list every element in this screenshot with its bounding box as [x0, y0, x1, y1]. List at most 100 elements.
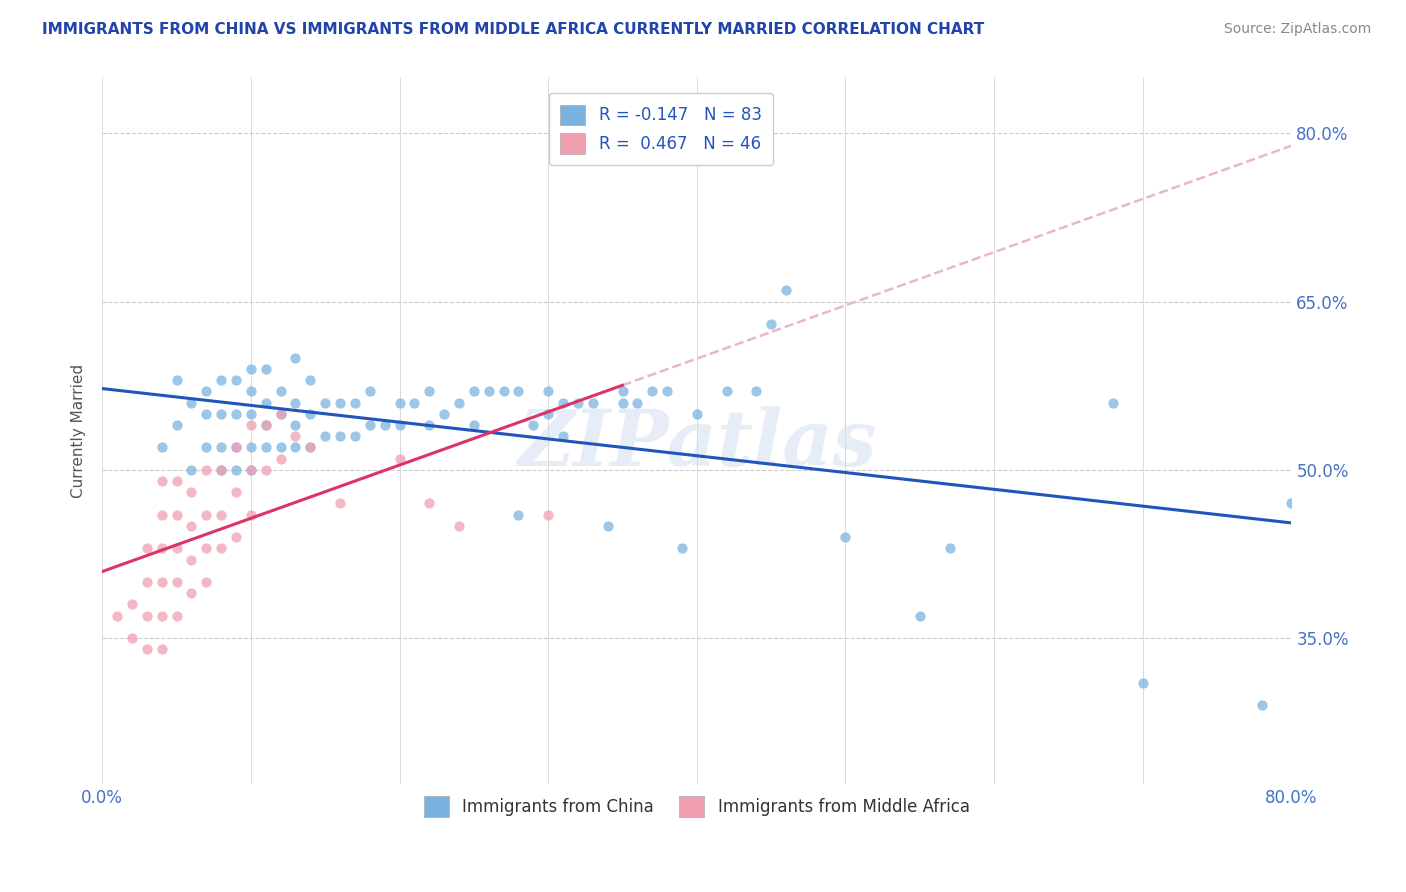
- Point: [195, 541, 218, 556]
- Point: [239, 463, 262, 477]
- Point: [329, 429, 352, 443]
- Point: [388, 395, 411, 409]
- Point: [180, 463, 202, 477]
- Point: [239, 362, 262, 376]
- Point: [686, 407, 709, 421]
- Point: [908, 608, 931, 623]
- Point: [759, 317, 782, 331]
- Point: [166, 574, 188, 589]
- Point: [551, 429, 574, 443]
- Point: [745, 384, 768, 399]
- Point: [582, 395, 605, 409]
- Legend: Immigrants from China, Immigrants from Middle Africa: Immigrants from China, Immigrants from M…: [416, 788, 979, 825]
- Point: [359, 417, 381, 432]
- Point: [671, 541, 693, 556]
- Point: [225, 373, 247, 387]
- Point: [374, 417, 396, 432]
- Point: [612, 395, 634, 409]
- Point: [492, 384, 515, 399]
- Point: [150, 608, 173, 623]
- Point: [596, 519, 619, 533]
- Point: [239, 417, 262, 432]
- Point: [270, 451, 292, 466]
- Point: [254, 417, 277, 432]
- Point: [254, 463, 277, 477]
- Point: [195, 407, 218, 421]
- Point: [447, 395, 470, 409]
- Point: [447, 519, 470, 533]
- Point: [299, 441, 322, 455]
- Point: [166, 474, 188, 488]
- Point: [180, 395, 202, 409]
- Point: [626, 395, 648, 409]
- Point: [239, 441, 262, 455]
- Point: [225, 407, 247, 421]
- Point: [225, 441, 247, 455]
- Point: [195, 574, 218, 589]
- Text: ZIPatlas: ZIPatlas: [517, 407, 876, 483]
- Text: Source: ZipAtlas.com: Source: ZipAtlas.com: [1223, 22, 1371, 37]
- Point: [166, 417, 188, 432]
- Point: [180, 519, 202, 533]
- Point: [254, 417, 277, 432]
- Point: [195, 463, 218, 477]
- Point: [314, 395, 336, 409]
- Point: [1250, 698, 1272, 713]
- Point: [254, 395, 277, 409]
- Point: [418, 384, 440, 399]
- Point: [834, 530, 856, 544]
- Point: [537, 384, 560, 399]
- Point: [270, 384, 292, 399]
- Point: [150, 508, 173, 522]
- Point: [166, 608, 188, 623]
- Y-axis label: Currently Married: Currently Married: [72, 364, 86, 498]
- Point: [150, 541, 173, 556]
- Point: [180, 586, 202, 600]
- Point: [135, 574, 157, 589]
- Point: [135, 608, 157, 623]
- Point: [225, 441, 247, 455]
- Point: [655, 384, 678, 399]
- Point: [612, 384, 634, 399]
- Point: [209, 373, 232, 387]
- Point: [135, 541, 157, 556]
- Point: [150, 441, 173, 455]
- Point: [463, 417, 485, 432]
- Point: [388, 417, 411, 432]
- Point: [299, 441, 322, 455]
- Point: [775, 284, 797, 298]
- Point: [209, 541, 232, 556]
- Point: [433, 407, 456, 421]
- Point: [284, 429, 307, 443]
- Point: [418, 496, 440, 510]
- Point: [195, 384, 218, 399]
- Point: [508, 384, 530, 399]
- Point: [121, 631, 143, 645]
- Point: [239, 508, 262, 522]
- Point: [284, 395, 307, 409]
- Point: [716, 384, 738, 399]
- Point: [641, 384, 664, 399]
- Point: [180, 485, 202, 500]
- Point: [463, 384, 485, 399]
- Point: [388, 451, 411, 466]
- Point: [254, 441, 277, 455]
- Point: [150, 474, 173, 488]
- Point: [150, 642, 173, 657]
- Point: [299, 407, 322, 421]
- Point: [105, 608, 128, 623]
- Point: [270, 407, 292, 421]
- Point: [195, 441, 218, 455]
- Point: [329, 496, 352, 510]
- Point: [418, 417, 440, 432]
- Point: [508, 508, 530, 522]
- Point: [359, 384, 381, 399]
- Point: [180, 552, 202, 566]
- Point: [284, 417, 307, 432]
- Point: [404, 395, 426, 409]
- Point: [1102, 395, 1125, 409]
- Point: [299, 373, 322, 387]
- Point: [195, 508, 218, 522]
- Point: [343, 429, 366, 443]
- Point: [270, 407, 292, 421]
